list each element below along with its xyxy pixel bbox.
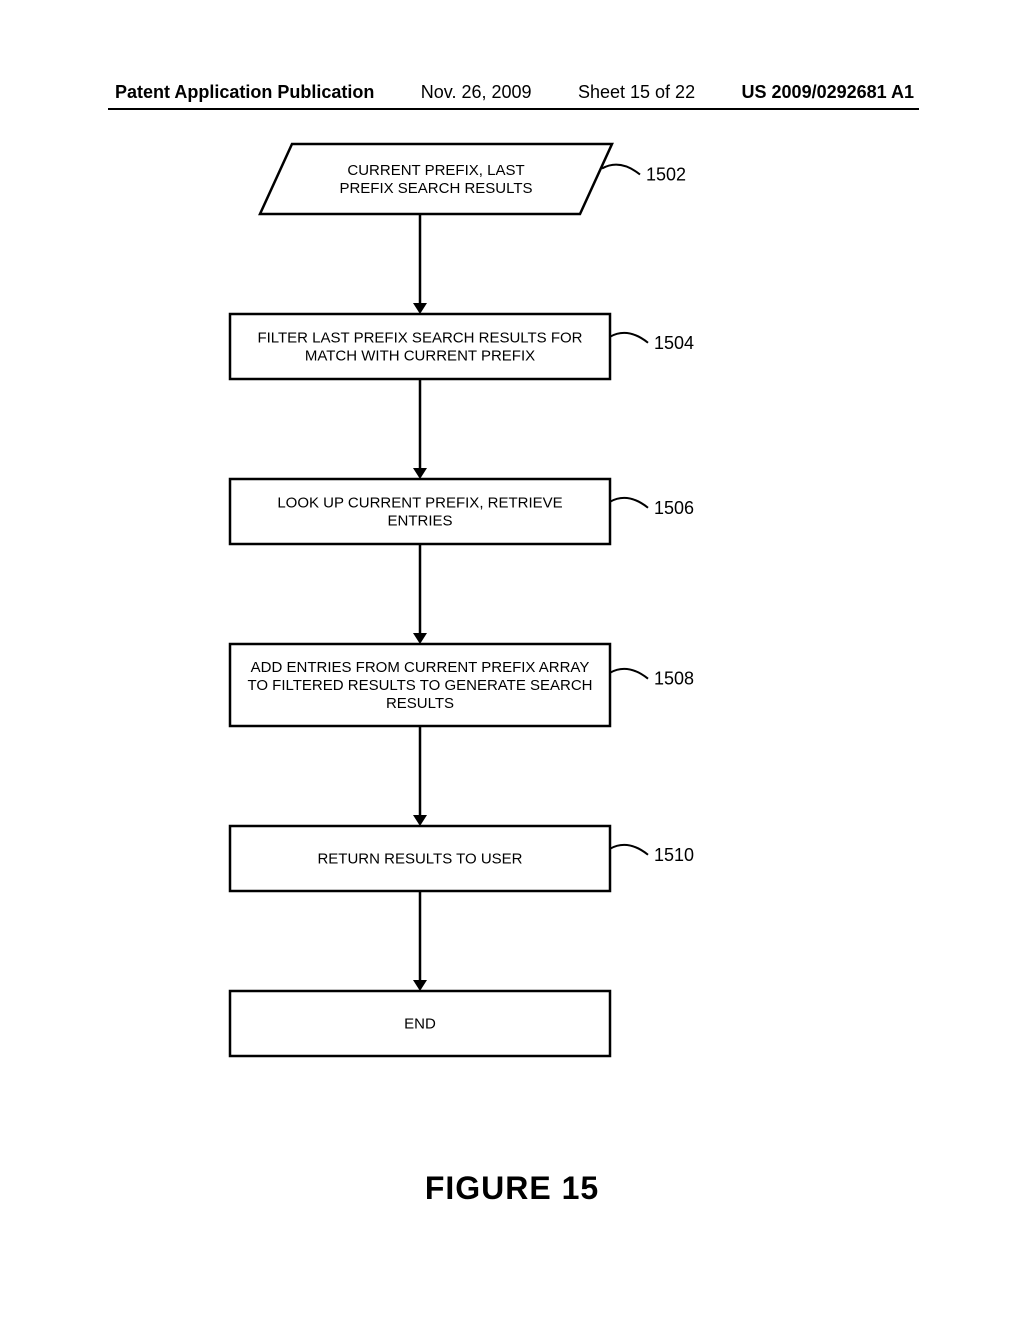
page-header: Patent Application Publication Nov. 26, … <box>115 82 914 103</box>
svg-text:RETURN RESULTS TO USER: RETURN RESULTS TO USER <box>317 851 522 868</box>
svg-text:ENTRIES: ENTRIES <box>387 513 452 530</box>
svg-text:END: END <box>404 1016 436 1033</box>
svg-text:FILTER LAST PREFIX SEARCH RESU: FILTER LAST PREFIX SEARCH RESULTS FOR <box>257 330 582 347</box>
svg-text:1502: 1502 <box>646 165 686 185</box>
svg-text:PREFIX SEARCH RESULTS: PREFIX SEARCH RESULTS <box>339 180 532 197</box>
svg-text:CURRENT PREFIX, LAST: CURRENT PREFIX, LAST <box>347 162 524 179</box>
svg-text:LOOK UP CURRENT PREFIX, RETRIE: LOOK UP CURRENT PREFIX, RETRIEVE <box>277 495 562 512</box>
svg-text:ADD ENTRIES FROM CURRENT PREFI: ADD ENTRIES FROM CURRENT PREFIX ARRAY <box>251 659 590 676</box>
svg-text:RESULTS: RESULTS <box>386 695 454 712</box>
header-sheet: Sheet 15 of 22 <box>578 82 695 103</box>
figure-title: FIGURE 15 <box>0 1170 1024 1207</box>
header-date: Nov. 26, 2009 <box>421 82 532 103</box>
svg-text:TO FILTERED RESULTS TO GENERAT: TO FILTERED RESULTS TO GENERATE SEARCH <box>247 677 592 694</box>
flowchart-svg: CURRENT PREFIX, LASTPREFIX SEARCH RESULT… <box>0 128 1024 1128</box>
header-number: US 2009/0292681 A1 <box>742 82 914 103</box>
svg-text:1504: 1504 <box>654 333 694 353</box>
header-publication: Patent Application Publication <box>115 82 374 103</box>
svg-text:1508: 1508 <box>654 669 694 689</box>
header-rule <box>108 108 919 110</box>
svg-text:MATCH WITH CURRENT PREFIX: MATCH WITH CURRENT PREFIX <box>305 348 535 365</box>
svg-text:1506: 1506 <box>654 498 694 518</box>
flowchart-container: CURRENT PREFIX, LASTPREFIX SEARCH RESULT… <box>0 128 1024 1128</box>
svg-text:1510: 1510 <box>654 845 694 865</box>
